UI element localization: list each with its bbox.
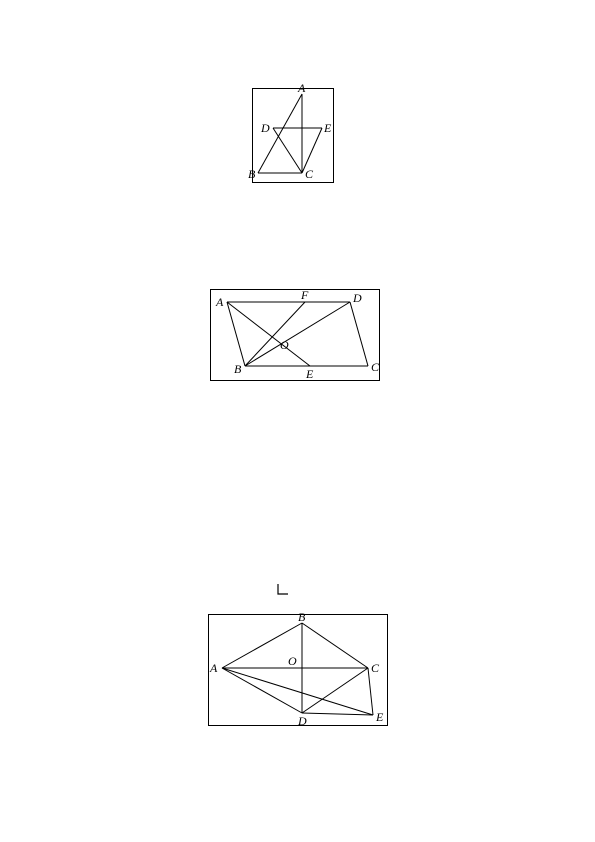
label-A2: A [216,296,223,308]
label-A3: A [210,662,217,674]
perp-symbol [276,582,290,596]
label-C3: C [371,662,379,674]
label-E3: E [376,711,383,723]
label-E: E [324,122,331,134]
label-A: A [298,82,305,94]
diagram-1-svg [252,88,334,183]
diagram-3: B A C O D E [208,614,388,726]
label-F2: F [301,289,308,301]
label-D: D [261,122,270,134]
label-B3: B [298,611,305,623]
label-B: B [248,168,255,180]
diagram-1: A D E B C [252,88,334,183]
label-O3: O [288,655,297,667]
label-D2: D [353,292,362,304]
label-C: C [305,168,313,180]
label-E2: E [306,368,313,380]
label-C2: C [371,361,379,373]
label-B2: B [234,363,241,375]
diagram-3-svg [208,614,388,726]
diagram-2: A F D B E C O [210,289,380,381]
label-D3: D [298,715,307,727]
label-O2: O [280,339,289,351]
